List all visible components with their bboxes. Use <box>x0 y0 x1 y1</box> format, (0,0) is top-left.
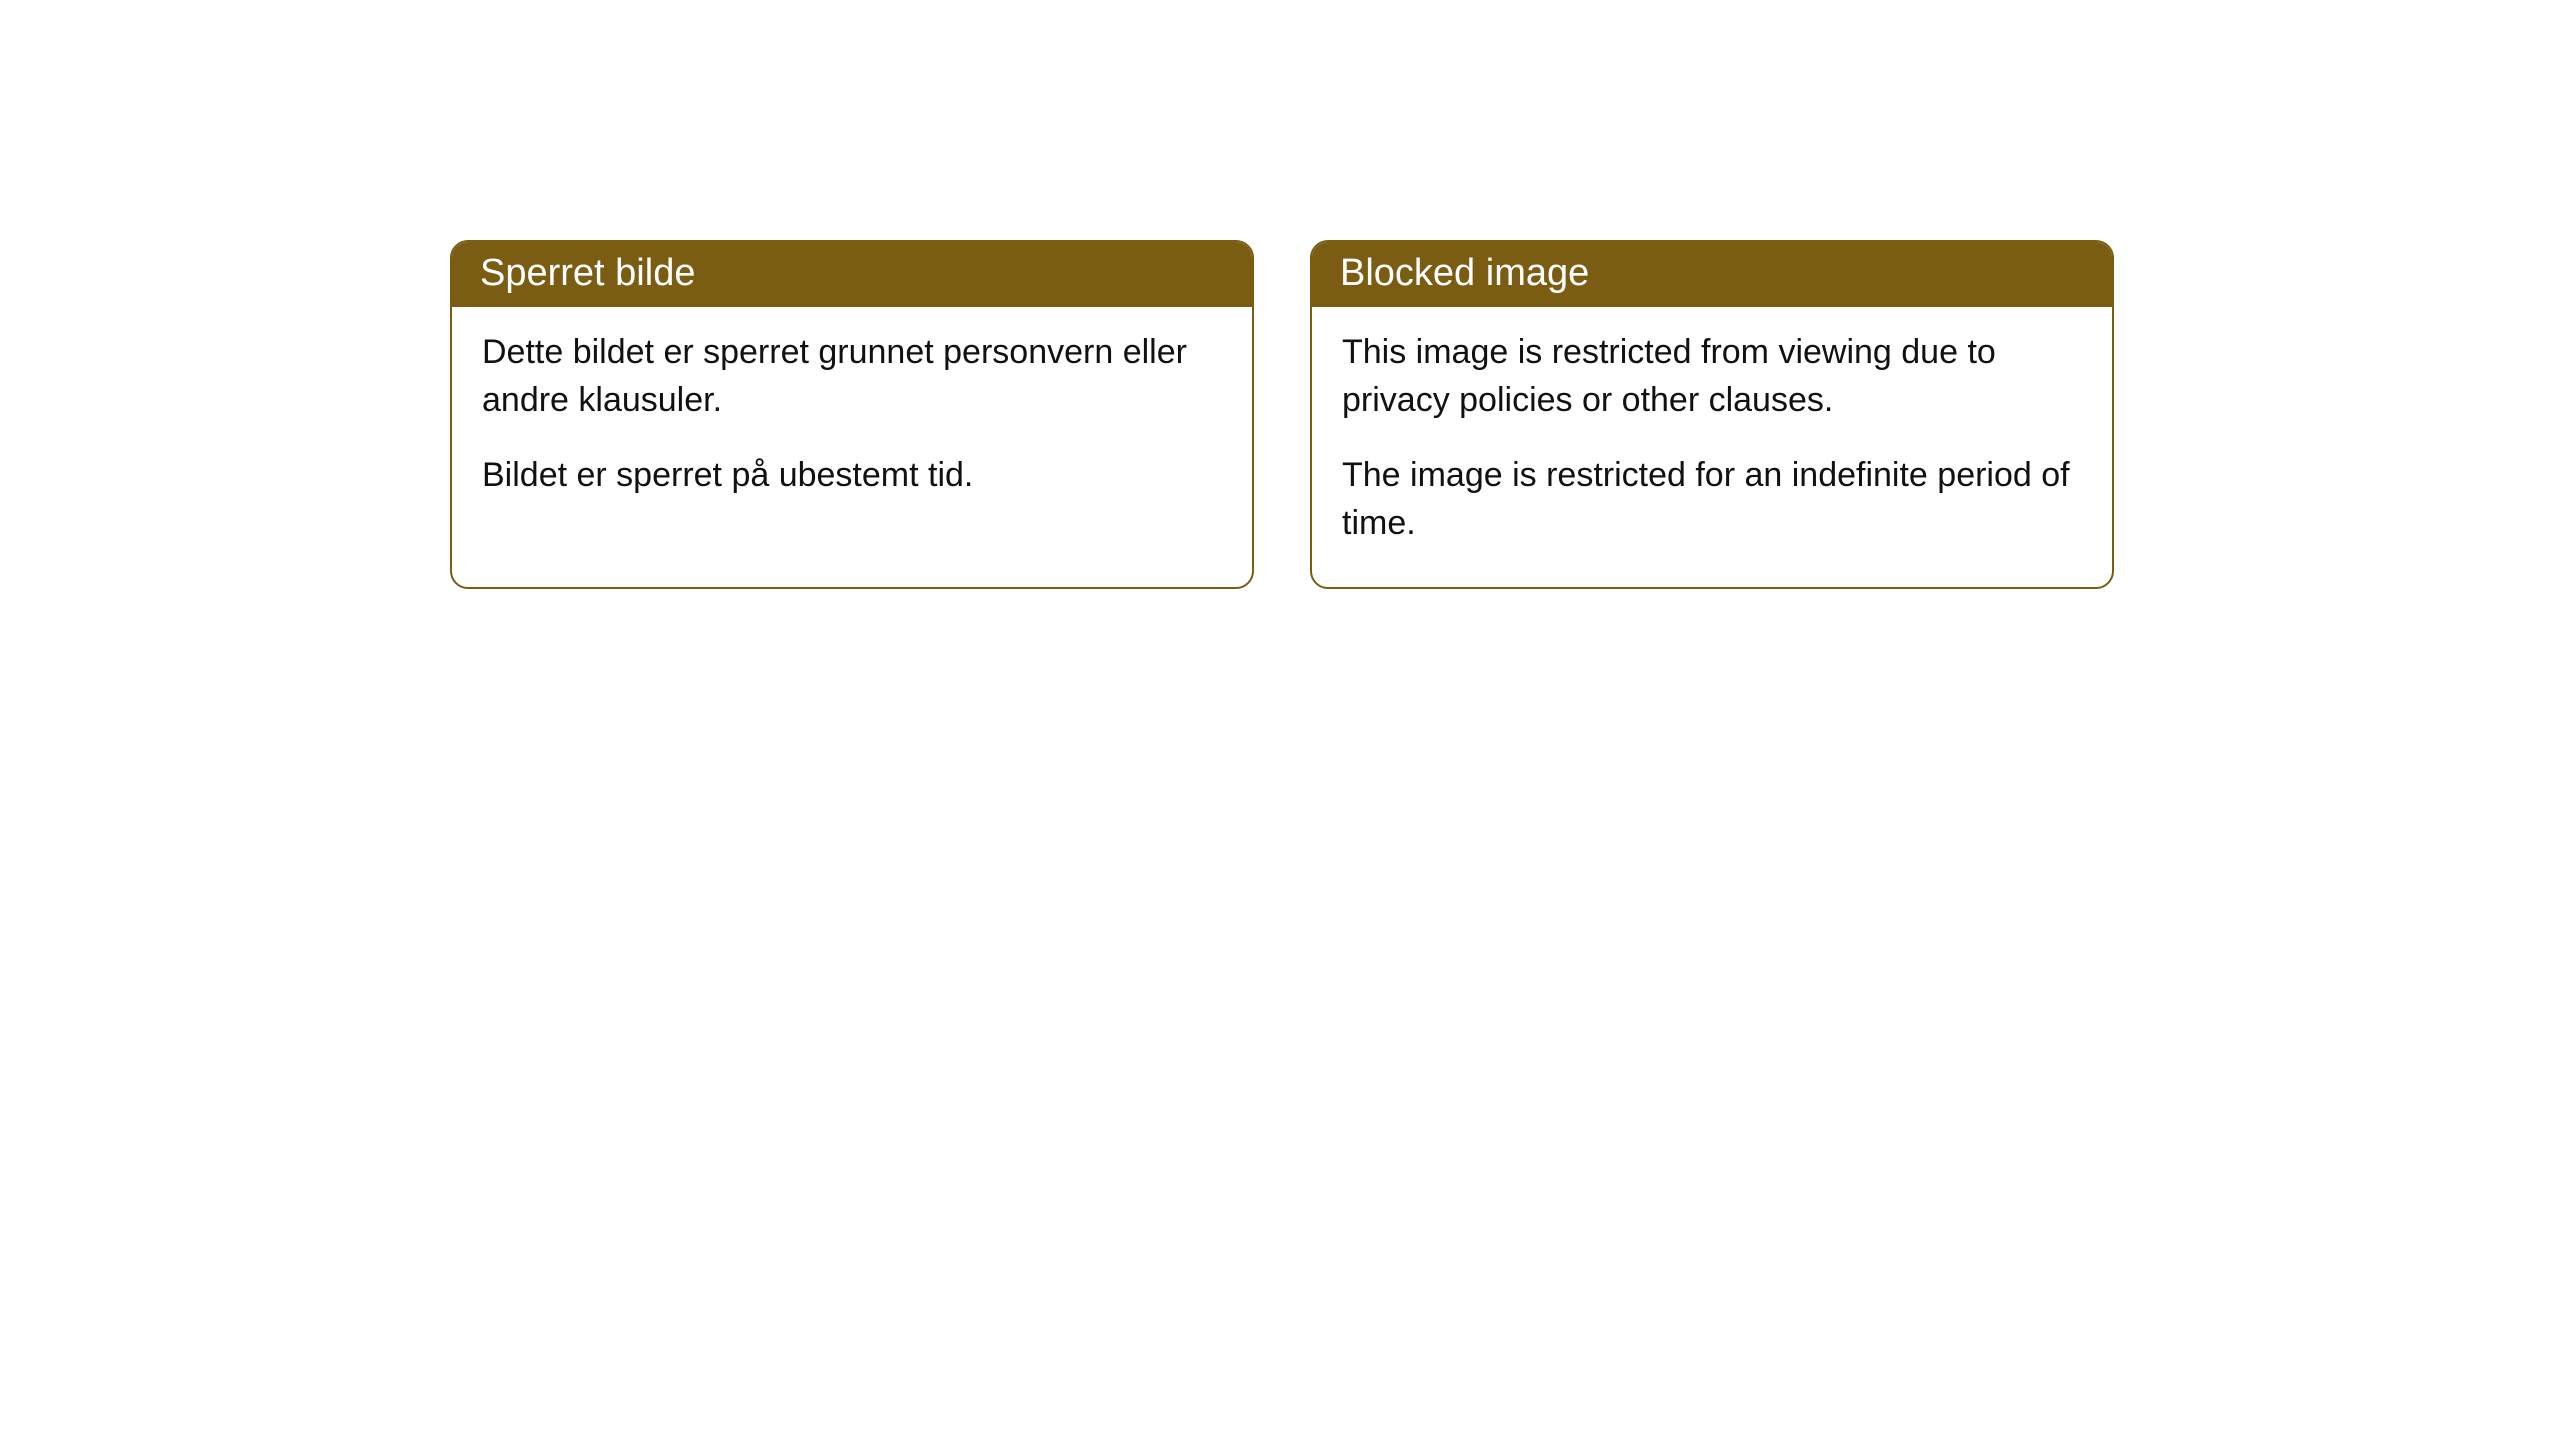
card-paragraph-2-en: The image is restricted for an indefinit… <box>1342 452 2082 547</box>
card-header-en: Blocked image <box>1312 242 2112 307</box>
card-header-no: Sperret bilde <box>452 242 1252 307</box>
blocked-image-card-no: Sperret bilde Dette bildet er sperret gr… <box>450 240 1254 589</box>
card-paragraph-1-no: Dette bildet er sperret grunnet personve… <box>482 329 1222 424</box>
card-paragraph-2-no: Bildet er sperret på ubestemt tid. <box>482 452 1222 500</box>
blocked-image-card-en: Blocked image This image is restricted f… <box>1310 240 2114 589</box>
cards-container: Sperret bilde Dette bildet er sperret gr… <box>0 0 2560 589</box>
card-paragraph-1-en: This image is restricted from viewing du… <box>1342 329 2082 424</box>
card-body-en: This image is restricted from viewing du… <box>1312 307 2112 587</box>
card-body-no: Dette bildet er sperret grunnet personve… <box>452 307 1252 540</box>
